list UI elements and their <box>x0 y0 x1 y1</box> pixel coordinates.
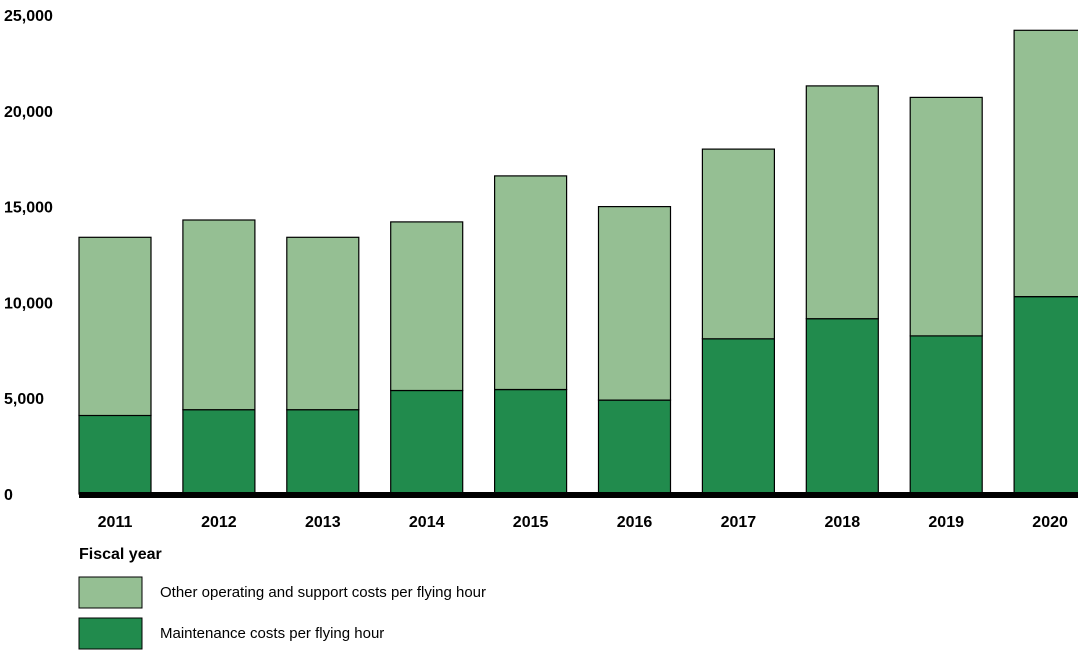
x-tick-label: 2013 <box>305 514 341 531</box>
bar-segment-maintenance <box>909 335 983 495</box>
x-tick-label: 2017 <box>721 514 757 531</box>
x-tick-label: 2020 <box>1032 514 1068 531</box>
x-tick-label: 2011 <box>98 514 133 531</box>
bar-segment-other-costs <box>78 236 152 417</box>
y-tick-label: 5,000 <box>4 391 44 408</box>
bar-segment-other-costs <box>390 221 464 392</box>
bar-segment-maintenance <box>78 414 152 495</box>
x-tick-label: 2012 <box>201 514 237 531</box>
bar-segment-other-costs <box>701 148 776 340</box>
bar-segment-other-costs <box>909 96 983 337</box>
bar-segment-maintenance <box>1013 296 1078 495</box>
bar-segment-other-costs <box>1013 29 1078 298</box>
bar-segment-maintenance <box>701 338 776 495</box>
legend-label: Other operating and support costs per fl… <box>160 584 486 601</box>
legend-swatch <box>78 617 143 650</box>
x-tick-label: 2014 <box>409 514 445 531</box>
bar-segment-other-costs <box>286 236 360 411</box>
x-tick-label: 2018 <box>825 514 861 531</box>
x-axis-baseline <box>79 492 1078 498</box>
legend-swatch <box>78 576 143 609</box>
y-tick-label: 20,000 <box>4 104 53 121</box>
bar-segment-other-costs <box>182 219 256 411</box>
x-axis-ticks: 2011 2012 2013 2014 2015 2016 2017 2018 2019 2020 <box>98 514 1068 531</box>
bar-segment-maintenance <box>182 409 256 495</box>
legend-label: Maintenance costs per flying hour <box>160 625 384 642</box>
y-tick-label: 0 <box>4 487 13 504</box>
bar-segment-maintenance <box>286 409 360 495</box>
x-tick-label: 2015 <box>513 514 549 531</box>
y-tick-label: 15,000 <box>4 200 53 217</box>
bar-segment-other-costs <box>494 175 568 391</box>
y-tick-label: 25,000 <box>4 8 53 25</box>
x-tick-label: 2016 <box>617 514 653 531</box>
bars-group <box>78 29 1078 495</box>
bar-segment-other-costs <box>805 85 879 320</box>
bar-segment-maintenance <box>494 389 568 495</box>
bar-segment-other-costs <box>597 206 672 401</box>
bar-segment-maintenance <box>597 399 672 495</box>
y-axis-ticks: 0 5,000 10,000 15,000 20,000 25,000 <box>4 8 53 504</box>
legend: Other operating and support costs per fl… <box>78 576 486 650</box>
y-tick-label: 10,000 <box>4 295 53 312</box>
bar-segment-maintenance <box>390 389 464 495</box>
x-tick-label: 2019 <box>928 514 964 531</box>
bar-segment-maintenance <box>805 318 879 495</box>
x-axis-label: Fiscal year <box>79 546 162 563</box>
